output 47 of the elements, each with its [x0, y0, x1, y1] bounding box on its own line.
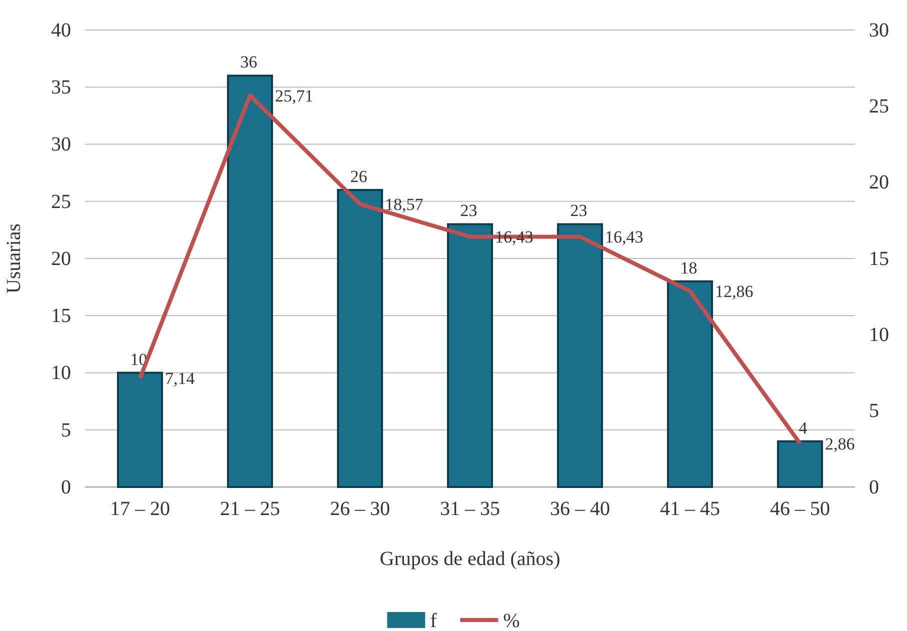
- data-label: 12,86: [715, 282, 754, 302]
- y-tick-label: 35: [51, 76, 71, 99]
- bar: [667, 280, 713, 488]
- x-axis-title: Grupos de edad (años): [380, 548, 560, 570]
- data-label: 4: [798, 418, 808, 438]
- data-label: 23: [570, 201, 588, 220]
- legend-label: %: [503, 610, 520, 631]
- bar: [447, 223, 493, 488]
- bar: [227, 74, 273, 488]
- x-tick-label: 36 – 40: [550, 498, 610, 520]
- y2-tick-label: 20: [869, 172, 889, 194]
- y-axis-title: Usuarias: [3, 223, 25, 294]
- x-tick-label: 26 – 30: [330, 498, 390, 520]
- x-tick-label: 17 – 20: [110, 498, 170, 520]
- y2-tick-label: 0: [869, 476, 879, 498]
- bar: [337, 188, 383, 488]
- data-label: 7,14: [165, 369, 196, 388]
- legend-label: f: [430, 610, 438, 631]
- data-label: 16,43: [605, 228, 644, 247]
- bar: [117, 372, 163, 488]
- y-tick-label: 5: [61, 419, 71, 442]
- x-tick-label: 31 – 35: [440, 498, 500, 520]
- x-tick-label: 41 – 45: [660, 498, 720, 520]
- x-tick-label: 46 – 50: [770, 498, 830, 520]
- data-label: 16,43: [495, 228, 534, 247]
- y2-tick-label: 5: [869, 400, 879, 422]
- data-label: 26: [350, 166, 368, 186]
- y-tick-label: 20: [51, 248, 71, 270]
- bar: [557, 223, 603, 488]
- y-tick-label: 40: [51, 19, 71, 42]
- x-tick-label: 21 – 25: [220, 498, 280, 520]
- y2-tick-label: 10: [869, 324, 889, 346]
- y-tick-label: 15: [51, 305, 71, 328]
- data-label: 2,86: [825, 434, 855, 454]
- y-tick-label: 25: [51, 190, 71, 213]
- y2-tick-label: 30: [869, 19, 889, 42]
- data-label: 18: [680, 258, 698, 278]
- y-tick-label: 30: [51, 134, 71, 156]
- y-tick-label: 0: [61, 476, 71, 498]
- y2-tick-label: 25: [869, 96, 889, 118]
- y-tick-label: 10: [51, 362, 71, 384]
- y2-tick-label: 15: [869, 248, 889, 270]
- data-label: 18,57: [385, 195, 424, 214]
- data-label: 36: [240, 52, 258, 72]
- data-label: 25,71: [275, 86, 314, 106]
- data-label: 23: [460, 201, 478, 220]
- bar: [777, 440, 823, 488]
